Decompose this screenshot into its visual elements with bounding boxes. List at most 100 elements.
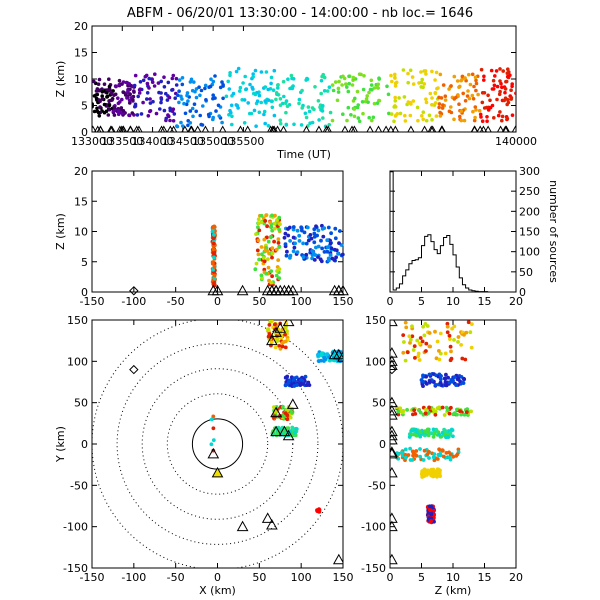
y-tick-label: 5 <box>81 100 88 113</box>
source-point <box>321 234 326 239</box>
source-point <box>427 379 432 384</box>
source-point <box>273 213 277 218</box>
source-point <box>407 334 412 339</box>
source-point <box>292 122 296 127</box>
source-point <box>191 114 195 119</box>
station-marker <box>211 466 224 478</box>
y-axis-label: Z (km) <box>54 61 67 98</box>
station-marker <box>348 125 356 132</box>
source-point <box>131 98 135 102</box>
source-point <box>495 97 499 102</box>
source-point <box>94 96 99 101</box>
source-point <box>462 333 466 337</box>
source-point <box>336 251 340 256</box>
source-point <box>211 236 216 241</box>
source-point <box>266 87 271 92</box>
source-point <box>432 452 437 456</box>
source-point <box>411 82 416 86</box>
station-marker <box>390 404 398 416</box>
source-point <box>424 349 428 353</box>
source-point <box>438 114 443 118</box>
source-point <box>257 221 261 226</box>
source-point <box>403 320 408 325</box>
source-point <box>319 238 323 243</box>
source-point <box>440 106 445 110</box>
source-point <box>177 89 181 93</box>
station-marker <box>135 125 143 132</box>
source-point <box>224 94 229 99</box>
source-point <box>420 114 424 118</box>
source-point <box>102 82 107 86</box>
source-point <box>333 236 338 241</box>
source-point <box>229 110 233 115</box>
source-point <box>257 110 262 115</box>
source-point <box>440 448 445 452</box>
source-point <box>211 115 215 120</box>
station-marker <box>236 125 245 132</box>
source-point <box>185 91 190 95</box>
source-point <box>480 119 485 123</box>
source-point <box>445 324 450 329</box>
source-point <box>198 93 202 98</box>
source-point <box>264 271 269 276</box>
source-point <box>273 322 277 327</box>
source-point <box>417 408 421 413</box>
station-marker <box>286 398 299 409</box>
source-point <box>393 95 398 100</box>
source-point <box>127 113 132 118</box>
source-point <box>212 255 216 260</box>
source-point <box>281 404 285 409</box>
source-point <box>345 85 349 89</box>
source-point <box>96 110 101 115</box>
source-point <box>434 114 439 118</box>
source-point <box>402 340 406 344</box>
source-point <box>284 123 289 127</box>
source-point <box>433 101 438 105</box>
source-point <box>227 87 232 91</box>
source-point <box>435 86 439 91</box>
source-point <box>301 255 306 259</box>
source-point <box>361 87 366 92</box>
station-marker <box>390 433 398 445</box>
source-point <box>413 356 417 360</box>
source-point <box>162 108 167 113</box>
source-point <box>340 83 344 87</box>
source-point <box>416 354 421 359</box>
source-point <box>277 344 282 348</box>
source-point <box>465 94 470 98</box>
source-point <box>286 233 291 238</box>
source-point <box>145 81 150 86</box>
station-marker <box>270 125 278 132</box>
source-point <box>272 68 277 73</box>
source-point <box>257 228 262 233</box>
source-point <box>418 430 423 435</box>
source-point <box>226 79 230 84</box>
source-point <box>412 432 417 437</box>
source-point <box>230 114 234 119</box>
source-point <box>268 320 273 324</box>
source-point <box>452 117 456 122</box>
source-point <box>401 333 406 337</box>
source-point <box>153 72 157 76</box>
source-point <box>362 74 366 78</box>
source-point <box>438 377 443 382</box>
source-point <box>338 229 342 233</box>
source-point <box>95 87 100 91</box>
source-point <box>416 351 421 356</box>
source-point <box>392 105 397 109</box>
station-marker <box>92 125 97 132</box>
source-point <box>297 233 302 238</box>
source-point <box>303 111 308 116</box>
source-point <box>334 255 338 260</box>
axes-frame <box>91 25 517 133</box>
station-marker <box>181 125 189 132</box>
source-point <box>329 246 334 251</box>
source-point <box>255 248 260 253</box>
source-point <box>454 383 458 387</box>
station-marker <box>126 125 135 132</box>
source-point <box>333 80 338 84</box>
source-point <box>435 471 440 476</box>
source-point <box>180 97 184 101</box>
source-point <box>246 101 250 105</box>
source-point <box>444 429 448 434</box>
